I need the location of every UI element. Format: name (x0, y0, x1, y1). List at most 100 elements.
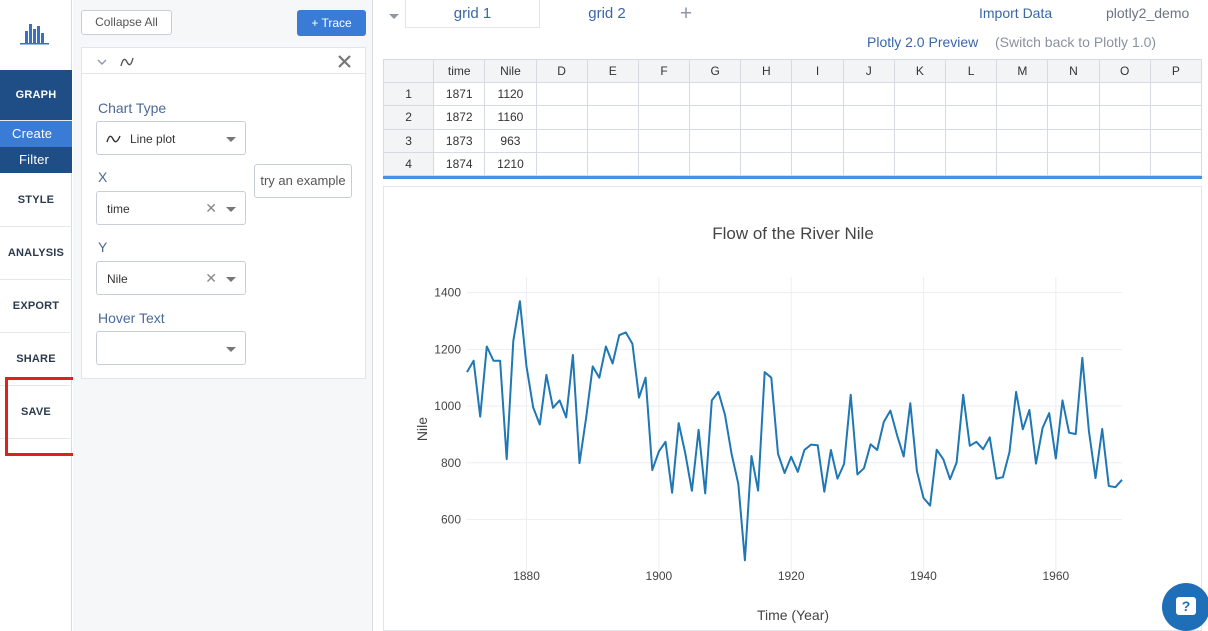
grid-cell[interactable] (842, 81, 895, 107)
column-header[interactable]: G (689, 59, 742, 83)
grid-cell[interactable] (791, 151, 844, 177)
grid-cell[interactable] (535, 151, 588, 177)
grid-cell[interactable]: 1872 (433, 105, 486, 130)
grid-cell[interactable] (996, 105, 1049, 130)
column-header[interactable]: J (842, 59, 895, 83)
column-header[interactable]: H (740, 59, 793, 83)
grid-cell[interactable] (842, 128, 895, 153)
grid-cell[interactable] (1098, 128, 1151, 153)
trace-header[interactable] (82, 48, 365, 74)
column-header[interactable]: F (637, 59, 691, 83)
import-data-link[interactable]: Import Data (979, 5, 1053, 21)
column-header[interactable]: P (1149, 59, 1203, 83)
row-number[interactable]: 1 (382, 81, 435, 107)
grid-cell[interactable] (689, 128, 742, 153)
grid-cell[interactable] (1047, 81, 1100, 107)
grid-cell[interactable] (996, 81, 1049, 107)
column-header[interactable]: N (1047, 59, 1100, 83)
grid-cell[interactable] (535, 81, 588, 107)
grid-cell[interactable] (689, 105, 742, 130)
grid-cell[interactable] (740, 128, 793, 153)
grid-cell[interactable] (1149, 81, 1203, 107)
collapse-all-button[interactable]: Collapse All (81, 10, 172, 35)
grid-cell[interactable]: 1120 (484, 81, 537, 107)
grid-divider[interactable] (383, 176, 1202, 179)
grid-cell[interactable] (791, 105, 844, 130)
grid-cell[interactable]: 963 (484, 128, 537, 153)
column-header[interactable]: time (433, 59, 486, 83)
grid-cell[interactable] (1098, 81, 1151, 107)
grid-cell[interactable] (893, 81, 947, 107)
row-number[interactable]: 3 (382, 128, 435, 153)
grid-cell[interactable] (586, 151, 639, 177)
column-header[interactable]: O (1098, 59, 1151, 83)
nav-save[interactable]: SAVE (0, 386, 72, 439)
grid-cell[interactable] (637, 105, 691, 130)
plotly-logo[interactable] (0, 0, 72, 70)
user-name[interactable]: plotly2_demo (1106, 5, 1190, 21)
nav-style[interactable]: STYLE (0, 174, 72, 227)
grid-cell[interactable] (893, 128, 947, 153)
grid-cell[interactable] (945, 105, 998, 130)
grid-cell[interactable] (1047, 128, 1100, 153)
grid-cell[interactable] (586, 105, 639, 130)
plotly-preview-link[interactable]: Plotly 2.0 Preview (867, 34, 979, 50)
nav-graph[interactable]: GRAPH (0, 70, 72, 121)
grid-cell[interactable] (637, 81, 691, 107)
y-select[interactable]: Nile ✕ (96, 261, 246, 295)
grid-cell[interactable]: 1160 (484, 105, 537, 130)
hover-text-select[interactable] (96, 331, 246, 365)
add-tab-icon[interactable]: + (679, 2, 693, 25)
grid-cell[interactable] (689, 151, 742, 177)
tab-grid-2[interactable]: grid 2 (588, 5, 626, 22)
grid-cell[interactable] (1149, 105, 1203, 130)
column-header[interactable]: E (586, 59, 639, 83)
column-header[interactable]: D (535, 59, 588, 83)
nile-series-line[interactable] (466, 300, 1123, 562)
nav-share[interactable]: SHARE (0, 333, 72, 386)
column-header[interactable] (382, 59, 435, 83)
column-header[interactable]: L (945, 59, 998, 83)
grid-cell[interactable] (740, 105, 793, 130)
grid-cell[interactable] (535, 128, 588, 153)
tab-grid-1[interactable]: grid 1 (405, 0, 540, 28)
add-trace-button[interactable]: + Trace (297, 10, 366, 36)
grid-cell[interactable] (893, 151, 947, 177)
grid-cell[interactable] (996, 151, 1049, 177)
clear-icon[interactable]: ✕ (205, 200, 217, 216)
help-button[interactable]: ? (1162, 583, 1208, 631)
grid-cell[interactable] (637, 128, 691, 153)
grid-cell[interactable] (791, 128, 844, 153)
grid-cell[interactable] (740, 81, 793, 107)
grid-cell[interactable] (996, 128, 1049, 153)
switch-back-link[interactable]: (Switch back to Plotly 1.0) (995, 34, 1157, 50)
clear-icon[interactable]: ✕ (205, 270, 217, 286)
grid-cell[interactable] (945, 151, 998, 177)
grid-cell[interactable] (893, 105, 947, 130)
grid-cell[interactable] (945, 128, 998, 153)
grid-cell[interactable] (842, 105, 895, 130)
grid-cell[interactable] (945, 81, 998, 107)
grid-cell[interactable]: 1871 (433, 81, 486, 107)
row-number[interactable]: 2 (382, 105, 435, 130)
grid-cell[interactable] (535, 105, 588, 130)
grid-cell[interactable] (586, 81, 639, 107)
grid-cell[interactable]: 1210 (484, 151, 537, 177)
grid-cell[interactable] (740, 151, 793, 177)
grid-cell[interactable] (1149, 128, 1203, 153)
nav-analysis[interactable]: ANALYSIS (0, 227, 72, 280)
column-header[interactable]: K (893, 59, 947, 83)
nav-filter[interactable]: Filter (0, 147, 72, 173)
try-example-button[interactable]: try an example (254, 164, 352, 198)
grid-cell[interactable] (1047, 105, 1100, 130)
column-header[interactable]: I (791, 59, 844, 83)
column-header[interactable]: M (996, 59, 1049, 83)
column-header[interactable]: Nile (484, 59, 537, 83)
grid-cell[interactable] (1047, 151, 1100, 177)
grid-cell[interactable] (1098, 151, 1151, 177)
grid-cell[interactable] (586, 128, 639, 153)
grid-cell[interactable] (1098, 105, 1151, 130)
nav-create[interactable]: Create (0, 121, 72, 147)
grid-cell[interactable] (791, 81, 844, 107)
chevron-down-icon[interactable] (389, 14, 399, 19)
